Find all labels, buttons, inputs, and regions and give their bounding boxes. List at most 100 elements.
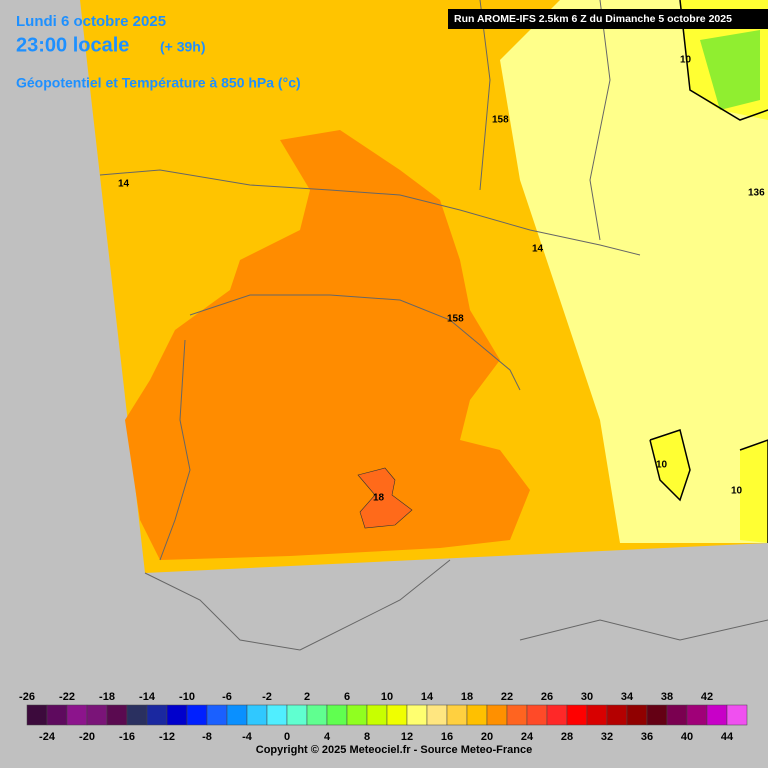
warm-yellow-zone	[500, 0, 768, 543]
legend-swatch	[686, 704, 708, 726]
legend-swatch	[426, 704, 448, 726]
legend-label: 18	[461, 691, 473, 703]
coast	[739, 439, 768, 543]
footer: Copyright © 2025 Meteociel.fr - Source M…	[256, 744, 532, 756]
contour-label: 14	[532, 244, 544, 255]
contour-label: 18	[373, 493, 385, 504]
legend-swatch	[406, 704, 428, 726]
legend-label: -16	[119, 731, 135, 743]
legend-swatch	[66, 704, 88, 726]
legend-label: -20	[79, 731, 95, 743]
contour-label: 136	[748, 188, 765, 199]
legend-label: 8	[364, 731, 370, 743]
legend-label: -22	[59, 691, 75, 703]
legend-swatch	[326, 704, 348, 726]
border	[99, 169, 641, 256]
legend-swatch	[606, 704, 628, 726]
legend-swatch	[206, 704, 228, 726]
coast	[649, 429, 691, 502]
legend-label: 34	[621, 691, 634, 703]
legend-swatch	[166, 704, 188, 726]
border	[589, 0, 611, 241]
lead: (+ 39h)	[160, 39, 206, 55]
legend-label: -4	[242, 731, 253, 743]
legend-swatch	[246, 704, 268, 726]
legend-swatch	[386, 704, 408, 726]
coast	[144, 559, 451, 651]
legend-swatch	[566, 704, 588, 726]
legend-swatch	[346, 704, 368, 726]
orange-zone	[125, 130, 530, 560]
italy-yellow	[740, 440, 768, 543]
legend-swatch	[106, 704, 128, 726]
legend-swatch	[486, 704, 508, 726]
border	[159, 339, 191, 561]
coast	[679, 0, 768, 121]
date: Lundi 6 octobre 2025	[16, 13, 166, 30]
legend-label: -8	[202, 731, 212, 743]
legend-label: 20	[481, 731, 493, 743]
legend-swatch	[86, 704, 108, 726]
legend-swatch	[46, 704, 68, 726]
run: Run AROME-IFS 2.5km 6 Z du Dimanche 5 oc…	[454, 13, 732, 25]
legend-label: -24	[39, 731, 56, 743]
legend-swatch	[666, 704, 688, 726]
legend-label: 26	[541, 691, 553, 703]
legend-label: 22	[501, 691, 513, 703]
legend-label: 32	[601, 731, 613, 743]
legend-swatch	[586, 704, 608, 726]
legend-swatch	[646, 704, 668, 726]
legend-label: -18	[99, 691, 115, 703]
hot-spot	[357, 467, 413, 529]
legend-swatch	[506, 704, 528, 726]
legend-swatch	[146, 704, 168, 726]
legend-swatch	[26, 704, 48, 726]
legend-label: 12	[401, 731, 413, 743]
border	[189, 294, 521, 391]
legend-label: 10	[381, 691, 393, 703]
sardinia	[650, 430, 690, 500]
legend-swatch	[726, 704, 748, 726]
contour-label: 158	[492, 115, 509, 126]
legend-swatch	[546, 704, 568, 726]
legend-label: -12	[159, 731, 175, 743]
legend: -26-24-22-20-18-16-14-12-10-8-6-4-202468…	[19, 691, 748, 743]
legend-label: 24	[521, 731, 534, 743]
legend-swatch	[526, 704, 548, 726]
time: 23:00 locale	[16, 34, 129, 56]
legend-label: 30	[581, 691, 593, 703]
legend-label: 44	[721, 731, 734, 743]
legend-swatch	[226, 704, 248, 726]
legend-label: 14	[421, 691, 434, 703]
contour-label: 10	[656, 460, 668, 471]
legend-label: 16	[441, 731, 453, 743]
legend-label: 38	[661, 691, 673, 703]
contour-label: 14	[118, 179, 130, 190]
legend-label: -2	[262, 691, 272, 703]
legend-swatch	[306, 704, 328, 726]
green-zone	[700, 30, 760, 110]
legend-label: -6	[222, 691, 232, 703]
contour-label: 158	[447, 314, 464, 325]
legend-label: 42	[701, 691, 713, 703]
legend-label: 36	[641, 731, 653, 743]
legend-swatch	[286, 704, 308, 726]
legend-label: 40	[681, 731, 693, 743]
legend-swatch	[446, 704, 468, 726]
legend-label: 2	[304, 691, 310, 703]
legend-label: 28	[561, 731, 573, 743]
legend-label: -26	[19, 691, 35, 703]
legend-swatch	[706, 704, 728, 726]
contour-label: 10	[731, 486, 743, 497]
legend-swatch	[186, 704, 208, 726]
legend-label: -10	[179, 691, 195, 703]
legend-label: -14	[139, 691, 156, 703]
field: Géopotentiel et Température à 850 hPa (°…	[16, 75, 301, 91]
legend-swatch	[626, 704, 648, 726]
legend-label: 6	[344, 691, 350, 703]
contour-label: 10	[680, 55, 692, 66]
legend-swatch	[266, 704, 288, 726]
coast	[519, 619, 768, 641]
